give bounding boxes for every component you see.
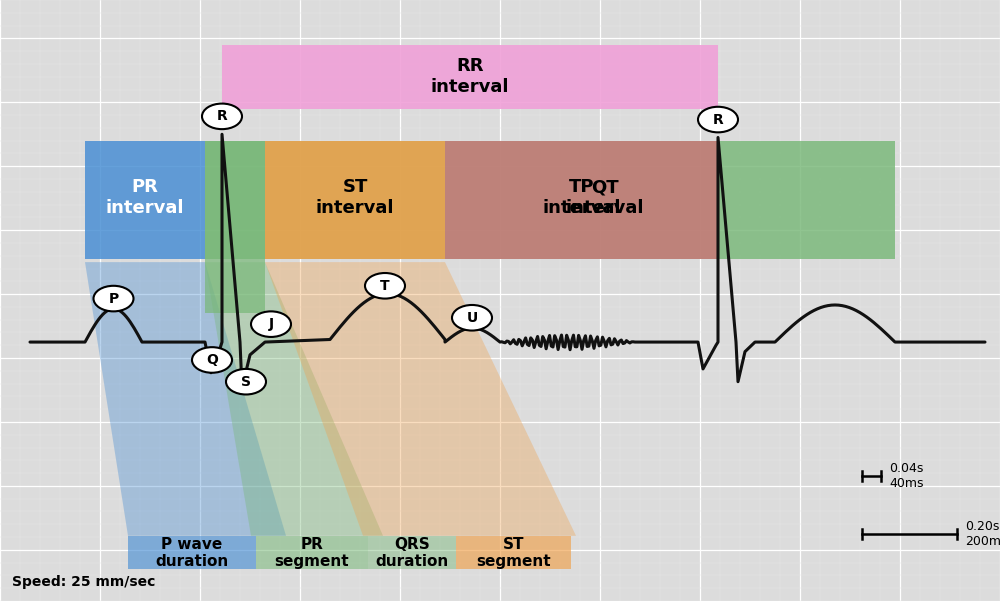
Text: Speed: 25 mm/sec: Speed: 25 mm/sec	[12, 575, 155, 589]
Bar	[222, 44, 718, 109]
Bar	[205, 141, 895, 259]
Text: J: J	[268, 317, 274, 331]
Bar	[128, 535, 256, 569]
Text: U: U	[466, 311, 478, 325]
Text: 0.20s
200ms: 0.20s 200ms	[965, 520, 1000, 548]
Text: PR
segment: PR segment	[275, 537, 349, 569]
Bar	[256, 535, 368, 569]
Bar	[445, 141, 718, 259]
Text: PR
interval: PR interval	[106, 178, 184, 217]
Bar	[265, 141, 445, 259]
Circle shape	[192, 347, 232, 373]
Bar	[368, 535, 456, 569]
Text: 0.04s
40ms: 0.04s 40ms	[889, 462, 923, 490]
Text: P: P	[108, 291, 119, 305]
Circle shape	[202, 103, 242, 129]
Bar	[456, 535, 571, 569]
Text: Q: Q	[206, 353, 218, 367]
Polygon shape	[85, 262, 286, 535]
Circle shape	[94, 286, 134, 311]
Text: QT
interval: QT interval	[566, 178, 644, 217]
Text: S: S	[241, 374, 251, 389]
Text: TP
interval: TP interval	[542, 178, 621, 217]
Text: R: R	[217, 109, 227, 123]
Text: P wave
duration: P wave duration	[155, 537, 229, 569]
Circle shape	[452, 305, 492, 331]
Bar	[85, 141, 205, 259]
Polygon shape	[205, 262, 383, 535]
Text: ST
interval: ST interval	[316, 178, 394, 217]
Text: T: T	[380, 279, 390, 293]
Text: QRS
duration: QRS duration	[375, 537, 449, 569]
Text: RR
interval: RR interval	[431, 57, 509, 96]
Circle shape	[698, 107, 738, 132]
Polygon shape	[265, 262, 576, 535]
Circle shape	[365, 273, 405, 299]
Circle shape	[226, 369, 266, 394]
Text: ST
segment: ST segment	[476, 537, 551, 569]
Text: R: R	[713, 112, 723, 127]
Circle shape	[251, 311, 291, 337]
Bar	[205, 141, 265, 313]
